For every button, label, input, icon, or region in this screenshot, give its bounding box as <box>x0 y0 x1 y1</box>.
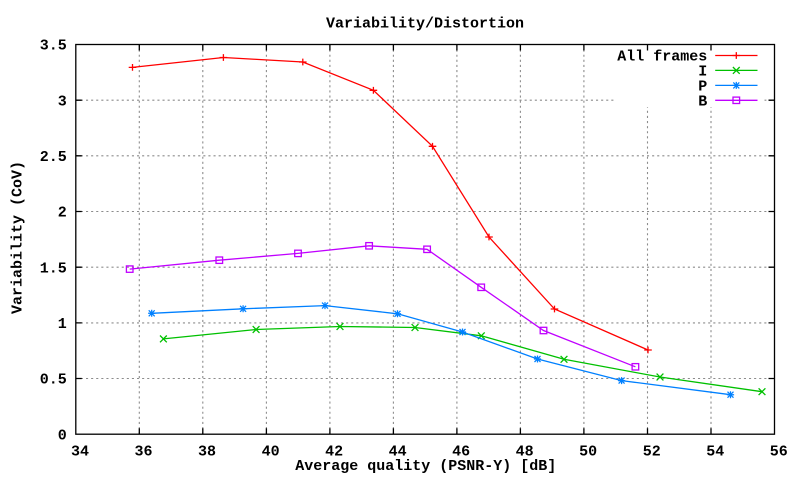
svg-text:3: 3 <box>58 93 67 110</box>
svg-text:52: 52 <box>643 443 661 460</box>
svg-text:P: P <box>698 79 707 96</box>
svg-text:All frames: All frames <box>617 49 707 66</box>
svg-text:2.5: 2.5 <box>40 149 67 166</box>
svg-text:36: 36 <box>134 443 152 460</box>
svg-text:Variability (CoV): Variability (CoV) <box>10 161 27 314</box>
svg-text:B: B <box>698 94 707 111</box>
svg-text:44: 44 <box>389 443 407 460</box>
svg-text:34: 34 <box>71 443 89 460</box>
svg-text:42: 42 <box>325 443 343 460</box>
svg-text:2: 2 <box>58 205 67 222</box>
svg-text:0.5: 0.5 <box>40 372 67 389</box>
svg-text:54: 54 <box>706 443 724 460</box>
svg-text:48: 48 <box>516 443 534 460</box>
svg-text:I: I <box>698 64 707 81</box>
svg-text:46: 46 <box>452 443 470 460</box>
svg-text:40: 40 <box>262 443 280 460</box>
svg-text:1.5: 1.5 <box>40 260 67 277</box>
svg-text:Variability/Distortion: Variability/Distortion <box>326 16 524 33</box>
svg-text:3.5: 3.5 <box>40 38 67 55</box>
svg-text:1: 1 <box>58 316 67 333</box>
svg-text:50: 50 <box>579 443 597 460</box>
svg-text:Average quality (PSNR-Y) [dB]: Average quality (PSNR-Y) [dB] <box>295 458 556 475</box>
svg-text:56: 56 <box>770 443 788 460</box>
svg-text:38: 38 <box>198 443 216 460</box>
svg-text:0: 0 <box>58 427 67 444</box>
